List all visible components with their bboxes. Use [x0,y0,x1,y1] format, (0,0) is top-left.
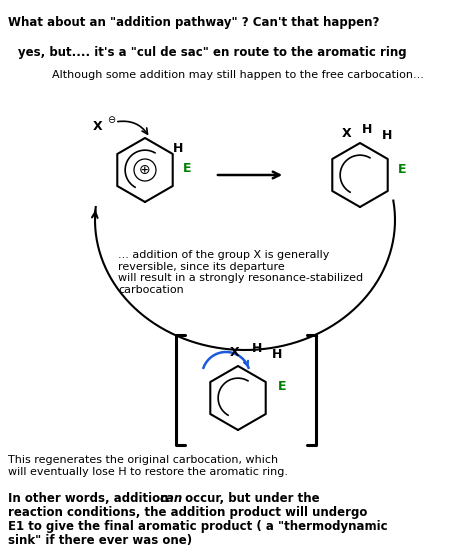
Text: In other words, addition: In other words, addition [8,492,177,505]
Text: yes, but.... it's a "cul de sac" en route to the aromatic ring: yes, but.... it's a "cul de sac" en rout… [18,46,407,59]
Text: What about an "addition pathway" ? Can't that happen?: What about an "addition pathway" ? Can't… [8,16,379,29]
Text: ⊕: ⊕ [139,163,151,177]
Text: Although some addition may still happen to the free carbocation...: Although some addition may still happen … [52,70,424,80]
Text: X: X [230,346,240,359]
Text: ⊖: ⊖ [107,115,115,125]
Text: sink" if there ever was one): sink" if there ever was one) [8,534,192,547]
Text: H: H [362,123,373,136]
Text: X: X [93,120,103,133]
Text: H: H [382,129,392,142]
Text: H: H [252,342,263,355]
Text: H: H [272,348,283,361]
Text: reaction conditions, the addition product will undergo: reaction conditions, the addition produc… [8,506,367,519]
Text: ... addition of the group X is generally
reversible, since its departure
will re: ... addition of the group X is generally… [118,250,363,295]
Text: X: X [342,127,352,140]
Text: E: E [398,163,407,176]
Text: This regenerates the original carbocation, which
will eventually lose H to resto: This regenerates the original carbocatio… [8,455,288,476]
Text: E: E [278,380,286,393]
Text: E: E [183,162,191,175]
Text: H: H [173,142,183,155]
Text: can: can [160,492,183,505]
Text: E1 to give the final aromatic product ( a "thermodynamic: E1 to give the final aromatic product ( … [8,520,388,533]
Text: occur, but under the: occur, but under the [181,492,319,505]
